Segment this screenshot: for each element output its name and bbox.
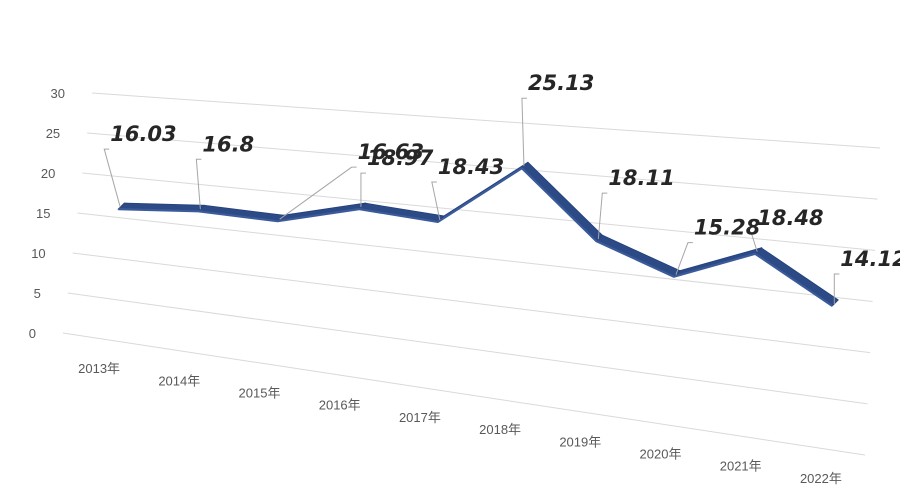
label-leader-line — [195, 158, 202, 210]
y-tick-label: 30 — [51, 86, 65, 101]
gridline — [87, 132, 878, 200]
y-tick-label: 25 — [46, 126, 60, 141]
label-leader-line — [279, 166, 357, 220]
label-leader-line — [103, 148, 121, 208]
gridline — [67, 292, 868, 405]
y-tick-label: 15 — [36, 206, 50, 221]
gridline — [82, 172, 876, 251]
x-tick-label: 2018年 — [479, 422, 521, 437]
gridline — [91, 92, 881, 149]
x-tick-label: 2013年 — [78, 361, 120, 376]
label-leader-line — [360, 172, 366, 208]
data-label: 18.48 — [757, 206, 823, 230]
data-label: 14.12 — [840, 247, 900, 271]
data-label: 18.11 — [608, 166, 674, 190]
label-leader-line — [431, 181, 441, 221]
y-tick-label: 20 — [41, 166, 55, 181]
label-leader-line — [675, 242, 693, 275]
x-tick-label: 2019年 — [559, 434, 601, 449]
series-line — [118, 167, 833, 307]
ribbon-segment — [595, 234, 681, 278]
ribbon-segment — [754, 247, 839, 307]
data-label: 16.8 — [202, 132, 254, 156]
data-label: 25.13 — [528, 71, 594, 95]
x-tick-label: 2014年 — [158, 373, 200, 388]
gridline — [72, 252, 871, 354]
y-axis-ticks: 0 5 10 15 20 25 30 — [29, 86, 65, 341]
label-leader-line — [833, 273, 840, 304]
label-leaders — [103, 97, 840, 304]
label-leader-line — [521, 97, 527, 167]
data-label: 15.28 — [694, 216, 760, 240]
data-label: 16.03 — [110, 122, 176, 146]
x-tick-label: 2016年 — [319, 398, 361, 413]
x-tick-label: 2022年 — [800, 471, 842, 486]
ribbon-segment — [521, 161, 603, 242]
gridlines — [62, 92, 881, 456]
x-tick-label: 2020年 — [640, 447, 682, 462]
x-tick-label: 2021年 — [720, 459, 762, 474]
ribbon-segment — [358, 202, 445, 223]
y-tick-label: 5 — [34, 286, 41, 301]
data-label: 18.43 — [438, 155, 504, 179]
label-leader-line — [597, 192, 608, 240]
series-ribbon — [117, 161, 839, 307]
x-tick-label: 2017年 — [399, 410, 441, 425]
data-label: 16.63 — [358, 140, 424, 164]
x-axis-ticks: 2013年 2014年 2015年 2016年 2017年 2018年 2019年 2020年… — [78, 361, 842, 486]
gridline — [77, 212, 873, 302]
y-tick-label: 10 — [31, 246, 45, 261]
label-leader-line — [750, 232, 758, 252]
gridline — [62, 332, 866, 456]
x-tick-label: 2015年 — [239, 386, 281, 401]
data-label: 18.97 — [367, 146, 434, 170]
y-tick-label: 0 — [29, 326, 36, 341]
